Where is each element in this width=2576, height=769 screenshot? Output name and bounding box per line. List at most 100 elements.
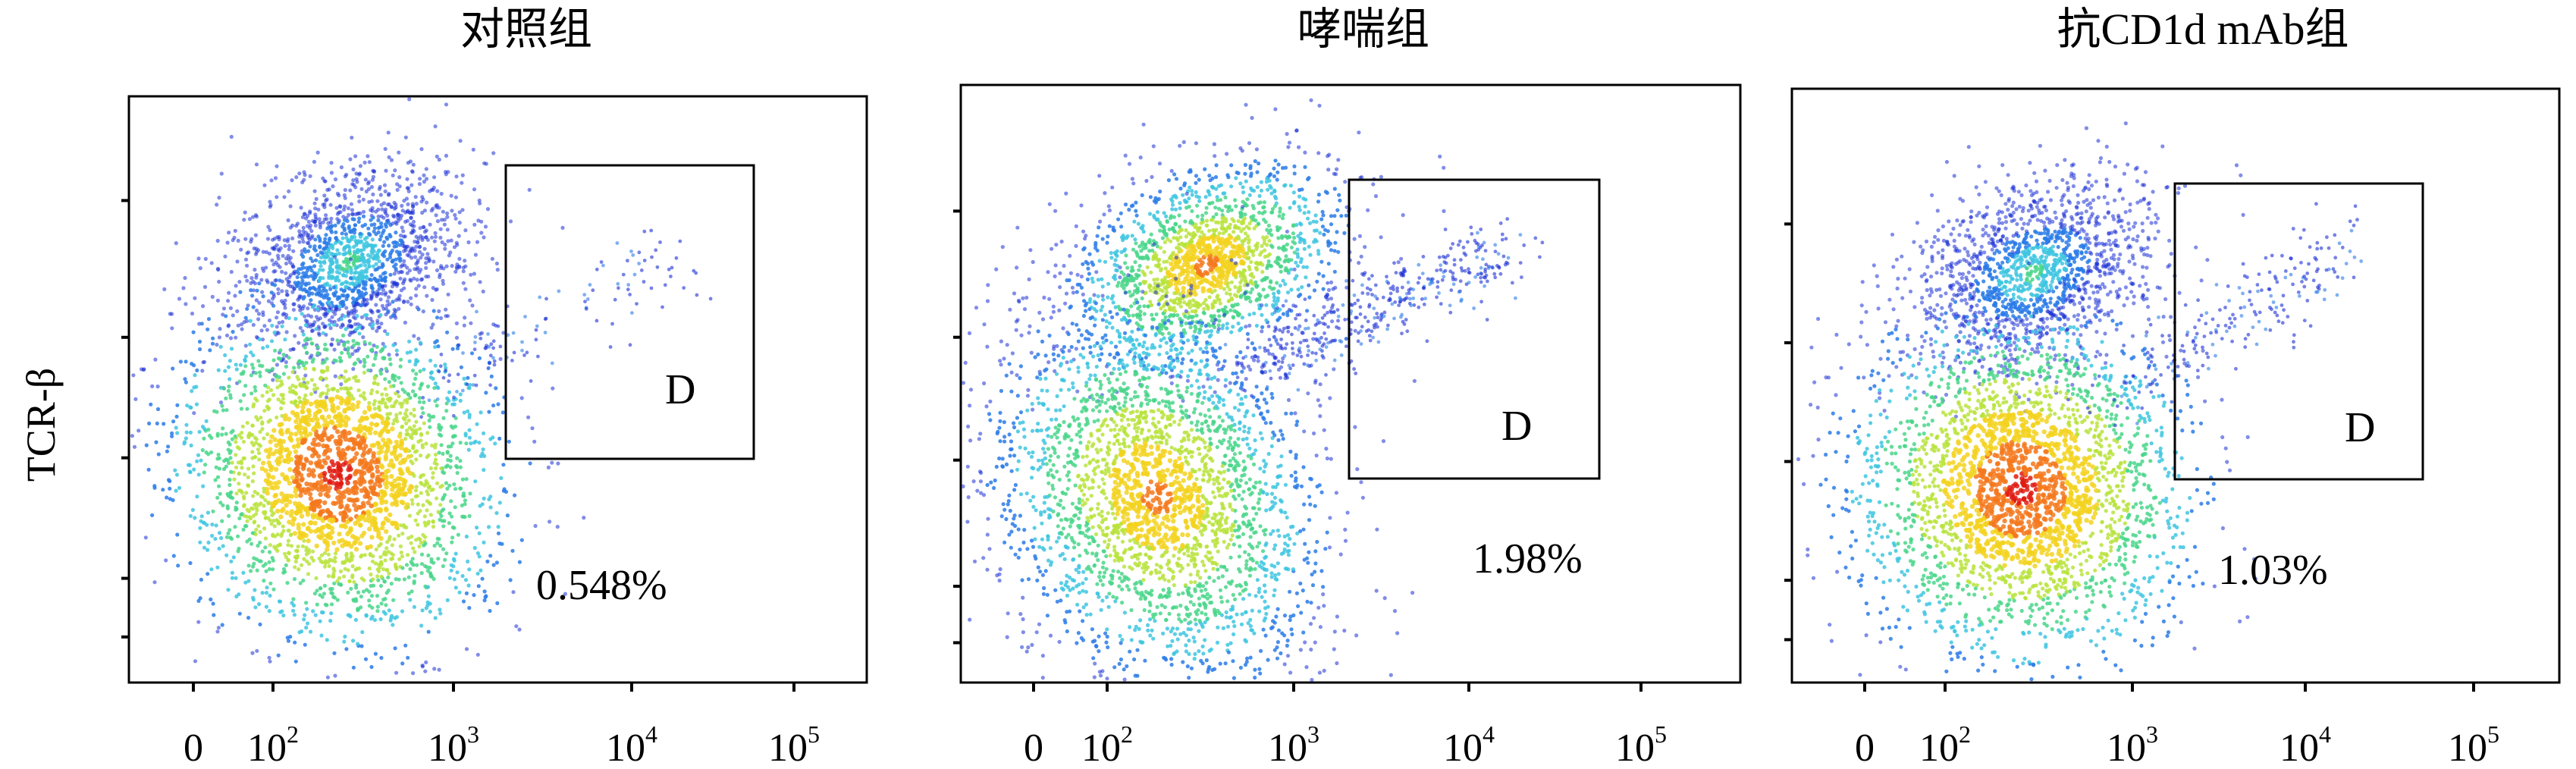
event-dot [394, 243, 399, 249]
event-dot [324, 289, 328, 293]
event-dot [1259, 188, 1264, 193]
event-dot [400, 554, 405, 559]
event-dot [435, 339, 439, 344]
event-dot [387, 380, 391, 384]
event-dot [631, 253, 635, 257]
event-dot [257, 300, 262, 305]
event-dot [331, 574, 335, 579]
event-dot [375, 527, 381, 533]
event-dot [1313, 213, 1318, 218]
event-dot [326, 241, 331, 246]
event-dot [256, 447, 260, 452]
event-dot [306, 446, 312, 451]
event-dot [224, 408, 229, 413]
event-dot [275, 363, 279, 367]
event-dot [322, 246, 327, 251]
event-dot [306, 235, 311, 240]
event-dot [246, 250, 251, 255]
event-dot [323, 602, 328, 607]
event-dot [340, 517, 347, 523]
event-dot [329, 300, 334, 305]
event-dot [369, 185, 374, 190]
event-dot [510, 548, 515, 553]
event-dot [379, 400, 384, 405]
event-dot [407, 97, 412, 102]
event-dot [337, 576, 342, 580]
event-dot [437, 309, 441, 313]
event-dot [317, 284, 322, 289]
event-dot [254, 527, 259, 532]
event-dot [440, 483, 445, 488]
event-dot [551, 386, 555, 391]
event-dot [230, 570, 234, 575]
event-dot [362, 463, 368, 469]
event-dot [433, 457, 438, 462]
x-tick-labels: 0 102 103 104 105 [184, 720, 820, 769]
event-dot [328, 618, 333, 623]
event-dot [162, 287, 167, 291]
event-dot [369, 308, 373, 312]
event-dot [324, 213, 328, 218]
event-dot [446, 239, 450, 243]
event-dot [344, 267, 348, 272]
event-dot [321, 202, 325, 207]
event-dot [453, 269, 458, 274]
event-dot [312, 219, 317, 224]
event-dot [322, 422, 328, 428]
event-dot [412, 276, 416, 281]
event-dot [243, 472, 247, 477]
event-dot [1119, 211, 1123, 215]
event-dot [418, 509, 422, 513]
event-dot [245, 306, 249, 311]
event-dot [1090, 280, 1095, 284]
event-dot [460, 173, 465, 177]
event-dot [377, 187, 381, 191]
event-dot [472, 222, 477, 227]
event-dot [422, 209, 428, 213]
event-dot [682, 286, 686, 290]
event-dot [397, 375, 401, 380]
event-dot [1154, 312, 1159, 317]
event-dot [237, 446, 242, 451]
event-dot [288, 204, 293, 209]
event-dot [357, 445, 362, 450]
event-dot [196, 453, 201, 457]
event-dot [269, 522, 274, 526]
event-dot [414, 262, 419, 266]
event-dot [246, 616, 251, 620]
event-dot [461, 265, 466, 270]
event-dot [262, 526, 267, 531]
event-dot [373, 243, 378, 248]
event-dot [439, 353, 444, 356]
event-dot [344, 232, 348, 237]
event-dot [297, 359, 302, 364]
event-dot [314, 543, 319, 549]
event-dot [327, 465, 332, 471]
event-dot [463, 498, 468, 503]
event-dot [346, 206, 351, 211]
event-dot [414, 488, 419, 493]
event-dot [392, 282, 397, 287]
event-dot [423, 523, 428, 528]
event-dot [296, 482, 302, 488]
event-dot [414, 419, 419, 424]
event-dot [468, 298, 472, 303]
event-dot [356, 346, 361, 350]
event-dot [439, 443, 444, 447]
event-dot [297, 630, 302, 635]
event-dot [231, 555, 236, 560]
event-dot [208, 348, 212, 353]
event-dot [342, 228, 347, 233]
event-dot [372, 169, 377, 174]
event-dot [303, 345, 307, 350]
event-dot [450, 535, 455, 540]
event-dot [429, 235, 435, 240]
event-dot [353, 266, 358, 271]
event-dot [268, 199, 272, 204]
event-dot [403, 448, 409, 454]
event-dot [543, 331, 548, 334]
event-dot [384, 485, 389, 490]
event-dot [288, 347, 293, 352]
event-dot [1167, 306, 1172, 312]
event-dot [188, 560, 193, 566]
